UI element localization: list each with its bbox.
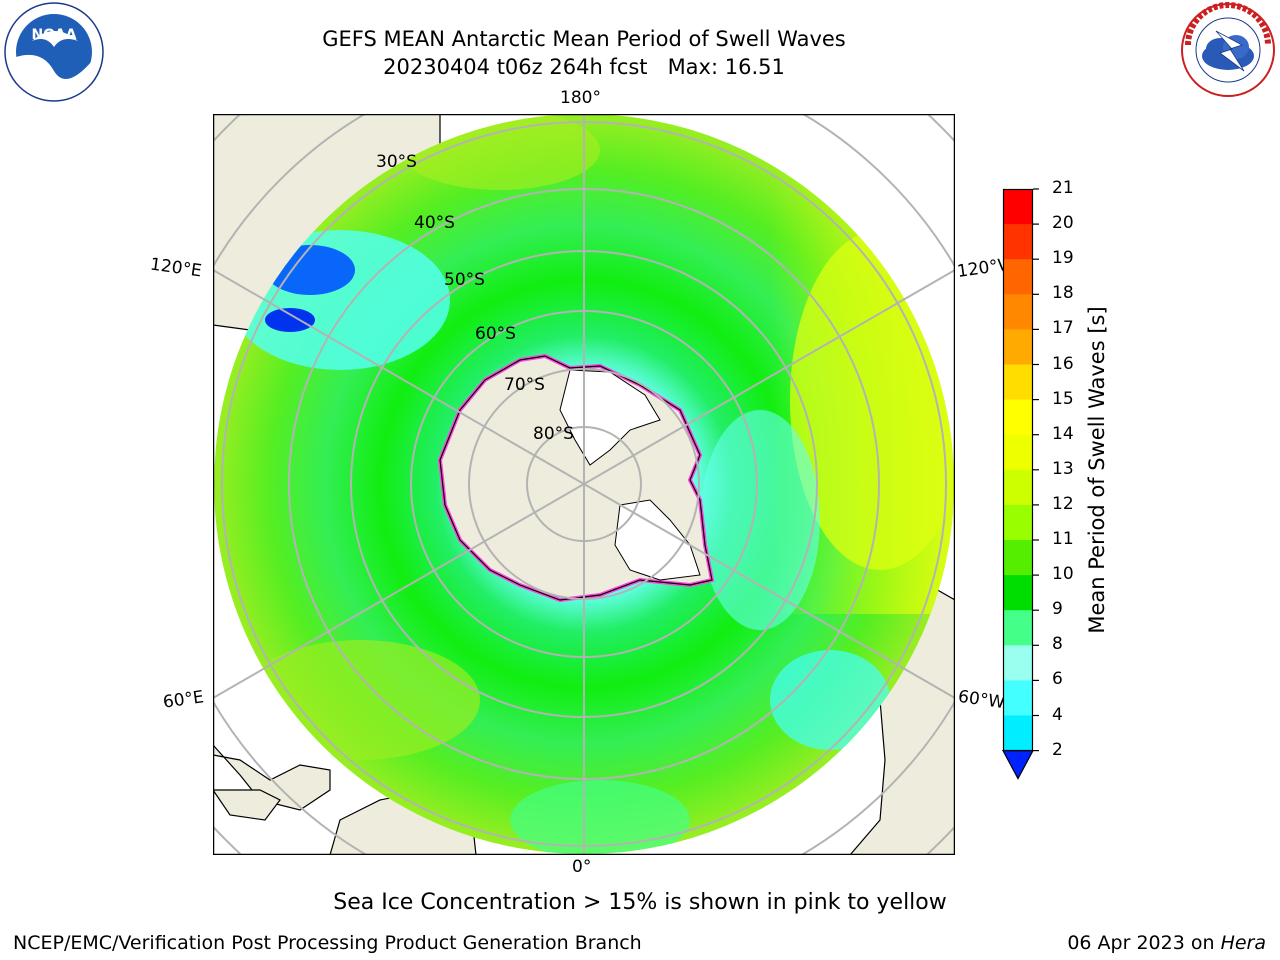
graticule (213, 114, 955, 855)
colorbar-segment (1003, 575, 1033, 611)
colorbar-tick-label: 20 (1052, 213, 1074, 234)
colorbar-tick-label: 9 (1052, 599, 1063, 620)
lon-label-60w: 60°W (956, 686, 1007, 714)
noaa-logo-text: NOAA (32, 27, 77, 43)
footer-credit: NCEP/EMC/Verification Post Processing Pr… (13, 932, 642, 954)
colorbar (1001, 188, 1039, 780)
lat-label-80s: 80°S (533, 424, 574, 444)
nws-logo (1181, 2, 1275, 97)
colorbar-tick-label: 19 (1052, 248, 1074, 269)
forecast-subtitle: 20230404 t06z 264h fcst Max: 16.51 (383, 55, 785, 79)
colorbar-segment (1003, 434, 1033, 471)
noaa-logo: NOAA (4, 2, 104, 102)
lat-label-60s: 60°S (475, 324, 516, 344)
colorbar-tick-label: 4 (1052, 704, 1063, 725)
colorbar-segment (1003, 680, 1033, 716)
colorbar-segment (1003, 399, 1033, 436)
lon-label-60e: 60°E (161, 687, 206, 713)
colorbar-tick-label: 2 (1052, 739, 1063, 760)
colorbar-segment (1003, 715, 1033, 752)
lon-label-180: 180° (560, 88, 601, 108)
colorbar-tick-label: 16 (1052, 353, 1074, 374)
colorbar-segment (1003, 224, 1033, 260)
colorbar-tick-label: 14 (1052, 423, 1074, 444)
polar-map (213, 114, 955, 855)
colorbar-tick-label: 21 (1052, 178, 1074, 198)
colorbar-segment (1003, 364, 1033, 401)
footer-date-text: 06 Apr 2023 on (1067, 932, 1221, 954)
colorbar-tick-label: 6 (1052, 669, 1063, 690)
antarctica (437, 353, 715, 603)
lon-label-120e: 120°E (148, 254, 203, 282)
lat-label-70s: 70°S (504, 375, 545, 395)
colorbar-segment (1003, 610, 1033, 646)
colorbar-tick-label: 18 (1052, 283, 1074, 304)
lat-label-40s: 40°S (414, 213, 455, 233)
lon-label-0: 0° (572, 857, 592, 877)
colorbar-tick-label: 15 (1052, 388, 1074, 409)
colorbar-label: Mean Period of Swell Waves [s] (1085, 306, 1109, 634)
colorbar-segment (1003, 189, 1033, 225)
footer-machine: Hera (1220, 932, 1266, 954)
colorbar-tick-label: 12 (1052, 493, 1074, 514)
colorbar-segment (1003, 540, 1033, 576)
colorbar-segment (1003, 645, 1033, 681)
colorbar-tick-label: 11 (1052, 529, 1074, 549)
colorbar-segment (1003, 504, 1033, 541)
colorbar-segment (1003, 294, 1033, 330)
colorbar-tick-label: 10 (1052, 564, 1074, 585)
colorbar-tick-label: 13 (1052, 458, 1074, 479)
colorbar-segment (1003, 329, 1033, 365)
colorbar-segment (1003, 259, 1033, 295)
footer-date: 06 Apr 2023 on Hera (1067, 932, 1266, 954)
colorbar-segment (1003, 469, 1033, 506)
sea-ice-caption: Sea Ice Concentration > 15% is shown in … (333, 890, 947, 915)
lat-label-30s: 30°S (376, 152, 417, 172)
colorbar-extend-triangle (1001, 750, 1035, 780)
colorbar-tick-label: 8 (1052, 634, 1063, 655)
lat-label-50s: 50°S (444, 270, 485, 290)
colorbar-tick-label: 17 (1052, 318, 1074, 339)
map-title: GEFS MEAN Antarctic Mean Period of Swell… (322, 27, 846, 51)
